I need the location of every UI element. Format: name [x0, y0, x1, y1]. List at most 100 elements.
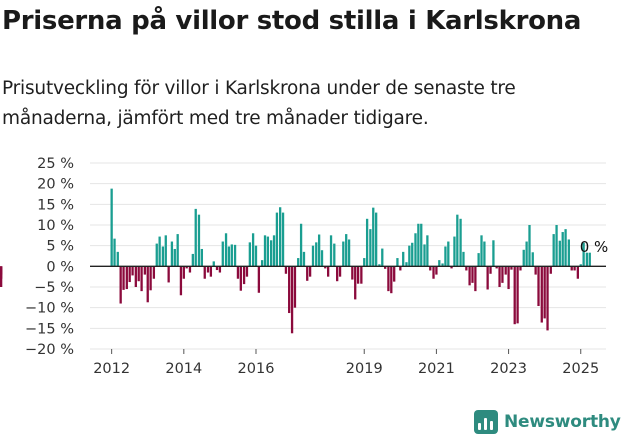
- bar: [233, 244, 237, 267]
- bar: [320, 250, 324, 267]
- bar: [158, 236, 161, 267]
- bar: [279, 207, 282, 267]
- bar: [402, 251, 405, 267]
- bar: [561, 232, 564, 267]
- bar: [441, 263, 444, 267]
- bar: [453, 236, 456, 267]
- bar: [119, 266, 122, 304]
- bar: [528, 225, 531, 267]
- bar: [128, 266, 131, 283]
- bar: [369, 229, 372, 267]
- bar: [414, 233, 417, 267]
- bar: [131, 266, 134, 276]
- bar: [227, 246, 231, 267]
- bar: [149, 266, 152, 291]
- bar: [426, 235, 429, 267]
- bar: [447, 241, 450, 267]
- bar: [576, 266, 579, 279]
- bar: [405, 262, 408, 267]
- bar: [288, 266, 291, 314]
- bar: [248, 242, 251, 267]
- bar: [384, 266, 387, 269]
- bar: [269, 240, 273, 267]
- bar: [137, 266, 140, 282]
- bar: [480, 235, 483, 267]
- bar: [498, 266, 501, 287]
- y-tick-label: −20 %: [25, 342, 74, 358]
- bar: [239, 266, 242, 291]
- annotations: 0 %: [580, 238, 609, 256]
- bar: [522, 249, 525, 267]
- bar: [317, 234, 321, 267]
- bar: [245, 266, 249, 277]
- bar: [378, 264, 381, 267]
- bar: [372, 207, 375, 267]
- bars: [0, 188, 591, 334]
- bar: [254, 245, 258, 267]
- bar: [122, 266, 125, 290]
- bar: [308, 266, 312, 277]
- bar: [483, 241, 486, 267]
- bar: [152, 266, 156, 279]
- bar: [230, 244, 233, 267]
- bar: [260, 260, 264, 267]
- bar: [209, 266, 213, 277]
- bar: [543, 266, 546, 319]
- bar: [281, 212, 285, 267]
- y-tick-label: 0 %: [46, 259, 74, 275]
- bar: [546, 266, 549, 331]
- bar: [293, 266, 297, 308]
- bar: [297, 258, 300, 267]
- brand-name: Newsworthy: [504, 412, 621, 432]
- bar: [182, 266, 185, 279]
- bar: [336, 266, 339, 282]
- bar: [456, 214, 459, 267]
- bar: [573, 266, 576, 271]
- y-tick-label: −5 %: [34, 280, 74, 296]
- bar: [116, 251, 119, 267]
- bar-chart: 25 % 20 % 15 % 10 % 5 % 0 % −5 % −10 % −15 % −20 …: [0, 156, 609, 377]
- bar: [588, 252, 591, 267]
- bar: [185, 266, 188, 269]
- bar: [215, 266, 219, 271]
- bar: [354, 266, 357, 300]
- bar: [173, 248, 176, 267]
- bar: [471, 266, 474, 283]
- bar: [203, 266, 206, 279]
- bar: [492, 240, 495, 267]
- bar: [345, 234, 348, 267]
- bar: [459, 218, 462, 267]
- bar: [558, 240, 561, 267]
- bar: [284, 266, 288, 274]
- bar: [170, 241, 174, 267]
- bar: [516, 266, 519, 324]
- chart-subtitle: Prisutveckling för villor i Karlskrona u…: [2, 78, 516, 129]
- bar: [311, 245, 315, 267]
- bar: [399, 266, 402, 271]
- bar: [432, 266, 435, 279]
- bar: [351, 266, 354, 280]
- bar: [411, 242, 414, 267]
- bar: [438, 260, 441, 267]
- bar: [420, 223, 423, 267]
- x-tick-label: 2014: [165, 361, 202, 377]
- bar: [474, 266, 477, 292]
- bar: [110, 188, 113, 267]
- bar: [582, 242, 585, 267]
- newsworthy-logo: Newsworthy: [474, 408, 621, 436]
- bar: [188, 266, 192, 273]
- bar: [408, 245, 411, 267]
- bar: [537, 266, 540, 307]
- bar: [417, 223, 420, 267]
- bar: [315, 242, 318, 267]
- bar: [507, 266, 510, 290]
- bar: [221, 241, 224, 267]
- x-tick-label: 2012: [93, 361, 130, 377]
- y-tick-label: 25 %: [37, 156, 74, 172]
- bar: [327, 266, 330, 277]
- last-value-label: 0 %: [580, 238, 609, 256]
- bar: [525, 241, 528, 267]
- y-tick-label: −10 %: [25, 301, 74, 317]
- x-tick-label: 2025: [562, 361, 599, 377]
- bar: [302, 251, 306, 267]
